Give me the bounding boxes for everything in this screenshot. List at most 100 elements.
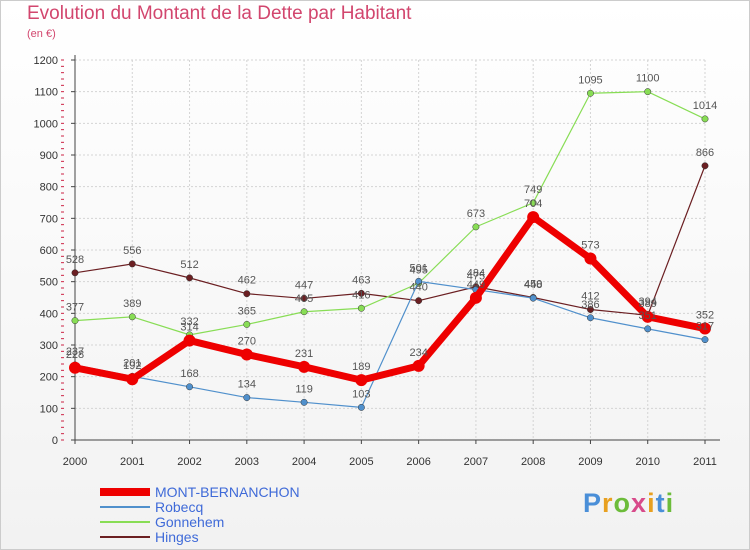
logo-letter: i <box>647 488 656 518</box>
series-line <box>74 213 706 384</box>
data-point <box>126 373 139 386</box>
series-line <box>74 91 706 336</box>
data-point <box>186 274 193 282</box>
data-point <box>641 310 654 323</box>
data-label: 314 <box>180 322 198 334</box>
data-point <box>527 211 540 224</box>
data-label: 168 <box>180 368 198 380</box>
x-tick-label: 2004 <box>292 456 316 468</box>
data-label: 351 <box>639 310 657 322</box>
y-tick-label: 400 <box>40 308 58 320</box>
data-label: 573 <box>581 240 599 252</box>
data-label: 234 <box>409 347 427 359</box>
data-point <box>128 313 136 321</box>
data-label: 673 <box>467 208 485 220</box>
data-point <box>357 304 365 312</box>
data-point <box>243 320 251 328</box>
legend-label: Hinges <box>155 529 199 545</box>
data-label: 103 <box>352 388 370 400</box>
data-point <box>584 252 597 265</box>
data-point <box>69 361 81 374</box>
logo-letter: r <box>602 488 614 518</box>
data-label: 463 <box>352 274 370 286</box>
data-label: 704 <box>524 198 542 210</box>
data-label: 377 <box>66 302 84 314</box>
y-tick-label: 300 <box>40 340 58 352</box>
data-label: 1100 <box>636 73 660 85</box>
data-label: 412 <box>581 291 599 303</box>
data-label: 447 <box>295 279 313 291</box>
data-label: 416 <box>352 289 370 301</box>
data-point <box>587 89 594 97</box>
data-point <box>701 336 709 344</box>
data-label: 119 <box>295 383 313 395</box>
data-label: 189 <box>352 361 370 373</box>
x-tick-label: 2009 <box>578 456 602 468</box>
logo-letter: x <box>631 488 648 518</box>
y-tick-label: 800 <box>40 182 58 194</box>
logo-letter: t <box>655 488 666 518</box>
x-tick-label: 2000 <box>63 456 87 468</box>
y-tick-label: 1200 <box>34 55 58 67</box>
data-point <box>701 162 709 170</box>
series-line <box>74 280 706 408</box>
data-label: 332 <box>180 316 198 328</box>
data-label: 201 <box>123 357 141 369</box>
data-point <box>240 348 253 361</box>
data-point <box>701 115 709 123</box>
data-point <box>355 374 368 387</box>
x-tick-label: 2007 <box>464 456 488 468</box>
y-tick-label: 100 <box>40 403 58 415</box>
data-label: 749 <box>524 184 542 196</box>
data-point <box>472 223 480 231</box>
data-label: 475 <box>467 271 485 283</box>
data-labels: 528 556 512 462 447 463 440 484 450 412 394 866 377 3… <box>66 73 717 401</box>
data-label: 237 <box>66 346 84 358</box>
data-label: 228 <box>66 349 84 361</box>
x-tick-label: 2008 <box>521 456 545 468</box>
y-tick-label: 1000 <box>34 118 58 130</box>
data-point <box>529 199 537 207</box>
data-label: 1095 <box>578 74 602 86</box>
data-point <box>186 383 193 391</box>
data-label: 484 <box>467 268 485 280</box>
data-label: 440 <box>409 282 427 294</box>
data-point <box>587 314 594 322</box>
y-tick-label: 700 <box>40 213 58 225</box>
chart-title: Evolution du Montant de la Dette par Hab… <box>27 3 412 24</box>
data-point <box>71 317 79 325</box>
data-point <box>587 306 594 313</box>
data-label: 1014 <box>693 100 717 112</box>
data-point <box>469 291 482 304</box>
data-label: 352 <box>696 310 714 322</box>
data-label: 192 <box>123 360 141 372</box>
data-point <box>412 359 425 372</box>
data-label: 501 <box>409 262 427 274</box>
data-label: 134 <box>238 379 256 391</box>
data-label: 462 <box>238 275 256 287</box>
data-point <box>300 295 308 302</box>
data-point <box>243 394 251 402</box>
logo-letter: o <box>613 488 632 518</box>
data-label: 389 <box>639 298 657 310</box>
data-point <box>298 360 311 373</box>
data-label: 512 <box>180 259 198 271</box>
y-tick-label: 900 <box>40 150 58 162</box>
data-point <box>529 294 537 302</box>
data-label: 389 <box>123 298 141 310</box>
data-point <box>644 325 652 333</box>
data-label: 231 <box>295 348 313 360</box>
x-tick-label: 2003 <box>235 456 259 468</box>
data-point <box>644 88 652 96</box>
data-label: 448 <box>524 279 542 291</box>
data-label: 317 <box>696 321 714 333</box>
data-point <box>300 308 308 316</box>
axes: 0 100 200 300 400 500 600 700 800 900 1000 1100 1200… <box>34 55 720 468</box>
logo-letter: i <box>665 488 675 518</box>
chart-unit: (en €) <box>27 28 56 40</box>
y-tick-label: 200 <box>40 372 58 384</box>
data-point <box>71 269 79 277</box>
series-line <box>74 165 706 316</box>
data-point <box>300 398 308 406</box>
data-label: 866 <box>696 147 714 159</box>
